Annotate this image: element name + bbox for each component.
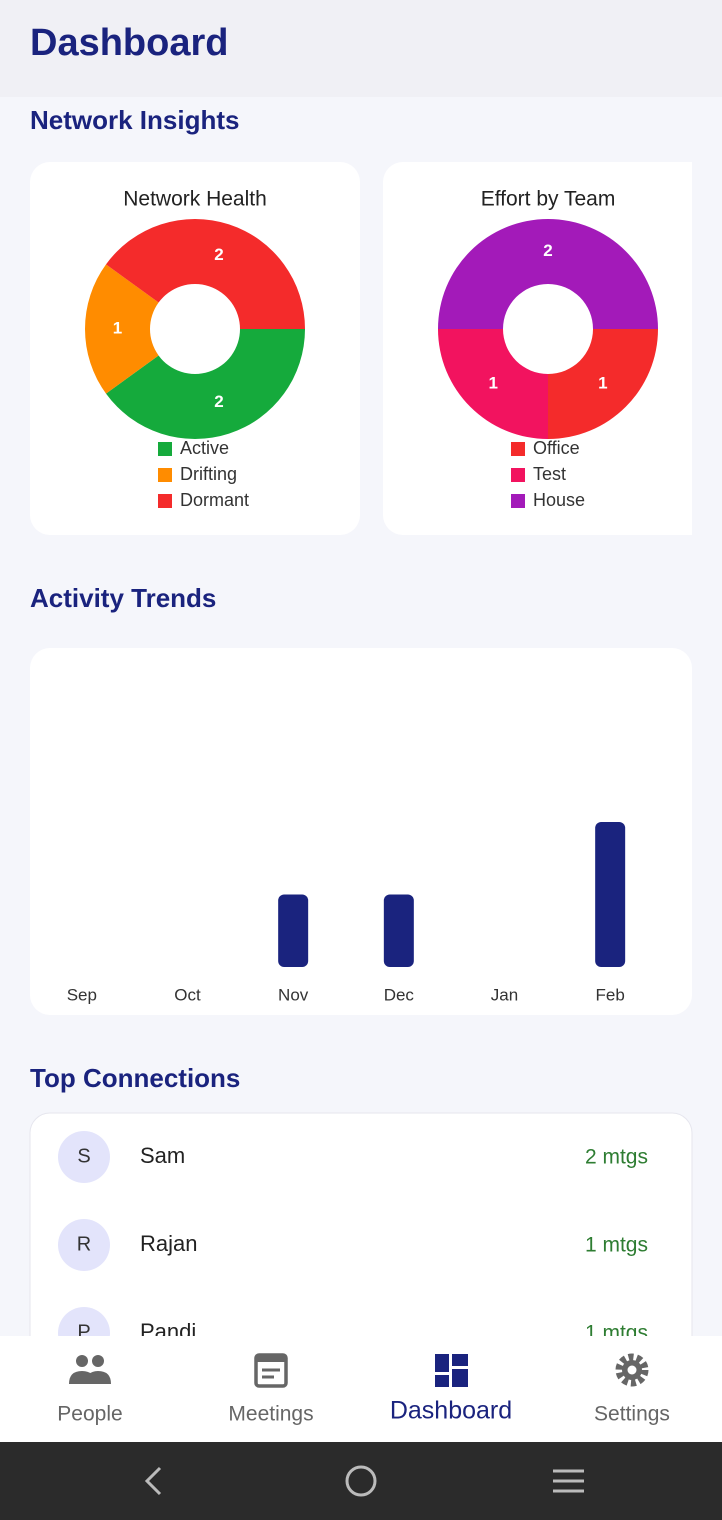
avatar-initial: S <box>77 1145 90 1167</box>
meeting-count: 1 mtgs <box>585 1234 648 1257</box>
slice-label: 2 <box>214 245 223 264</box>
list: S Sam 2 mtgs R Rajan 1 mtgs P Pandi 1 mtgs <box>58 1131 648 1359</box>
avatar <box>58 1131 110 1183</box>
settings-icon[interactable] <box>615 1353 649 1387</box>
legend-swatch <box>511 468 525 482</box>
menu-button[interactable] <box>553 1469 584 1493</box>
meeting-count: 2 mtgs <box>585 1146 648 1169</box>
avatar <box>58 1219 110 1271</box>
connection-row[interactable]: S Sam 2 mtgs <box>58 1131 648 1183</box>
connection-name: Rajan <box>140 1231 197 1256</box>
x-tick-label: Feb <box>596 985 625 1004</box>
x-tick-label: Jan <box>491 985 518 1004</box>
meetings-icon[interactable] <box>254 1353 288 1388</box>
connection-list: S Sam 2 mtgs R Rajan 1 mtgs P Pandi 1 mtgs <box>29 1112 693 1359</box>
slice-label: 1 <box>488 373 497 392</box>
chart-title: Network Health <box>123 188 267 211</box>
legend-label: Active <box>180 438 229 458</box>
nav-label[interactable]: People <box>57 1403 122 1426</box>
pie-slice <box>106 219 305 329</box>
dashboard-icon[interactable] <box>435 1354 468 1387</box>
chart: Effort by Team 1 1 2 Office Test House <box>438 188 658 510</box>
legend-label: House <box>533 490 585 510</box>
bar <box>383 894 414 967</box>
nav-label[interactable]: Meetings <box>228 1403 313 1426</box>
avatar <box>58 1307 110 1336</box>
back-button[interactable] <box>144 1466 162 1496</box>
pie-slice <box>106 329 305 439</box>
pie-slice <box>438 329 548 439</box>
card <box>30 162 360 535</box>
card <box>29 1112 693 1336</box>
chart-title: Effort by Team <box>481 188 616 211</box>
meeting-count: 1 mtgs <box>585 1322 648 1345</box>
card <box>30 648 692 1015</box>
pie-slice <box>438 219 658 329</box>
pie-slice <box>85 264 159 394</box>
page-title: Dashboard <box>30 22 228 64</box>
slice-label: 1 <box>598 373 607 392</box>
legend-swatch <box>158 494 172 508</box>
pie-slice <box>548 329 658 439</box>
connection-row[interactable]: P Pandi 1 mtgs <box>58 1307 648 1359</box>
x-tick-label: Oct <box>174 985 201 1004</box>
slice-label: 1 <box>113 318 122 337</box>
section-title: Top Connections <box>30 1063 240 1093</box>
x-tick-label: Dec <box>384 985 415 1004</box>
bottom-nav <box>0 1336 722 1442</box>
legend-label: Drifting <box>180 464 237 484</box>
legend-swatch <box>511 494 525 508</box>
app-bar <box>0 0 722 97</box>
connection-name: Pandi <box>140 1319 196 1344</box>
bar <box>278 894 309 967</box>
slice-label: 2 <box>543 241 552 260</box>
chart: Network Health 2 1 2 Active Drifting Dormant <box>85 188 305 510</box>
nav-label[interactable]: Settings <box>594 1403 670 1426</box>
legend-swatch <box>511 442 525 456</box>
nav-label-active[interactable]: Dashboard <box>390 1397 512 1425</box>
system-bar <box>0 1442 722 1520</box>
section-title: Activity Trends <box>30 583 216 613</box>
legend-swatch <box>158 468 172 482</box>
people-icon[interactable] <box>69 1355 111 1384</box>
bar <box>595 822 626 967</box>
slice-label: 2 <box>214 392 223 411</box>
connection-row[interactable]: R Rajan 1 mtgs <box>58 1219 648 1271</box>
legend-swatch <box>158 442 172 456</box>
chart: Sep Oct Nov Dec Jan Feb <box>67 822 626 1004</box>
avatar-initial: R <box>77 1233 91 1255</box>
avatar-initial: P <box>77 1321 90 1343</box>
legend-label: Test <box>533 464 566 484</box>
x-tick-label: Nov <box>278 985 309 1004</box>
x-tick-label: Sep <box>67 985 97 1004</box>
legend-label: Office <box>533 438 580 458</box>
legend-label: Dormant <box>180 490 249 510</box>
connection-name: Sam <box>140 1143 185 1168</box>
section-title: Network Insights <box>30 105 239 135</box>
home-button[interactable] <box>345 1465 377 1497</box>
